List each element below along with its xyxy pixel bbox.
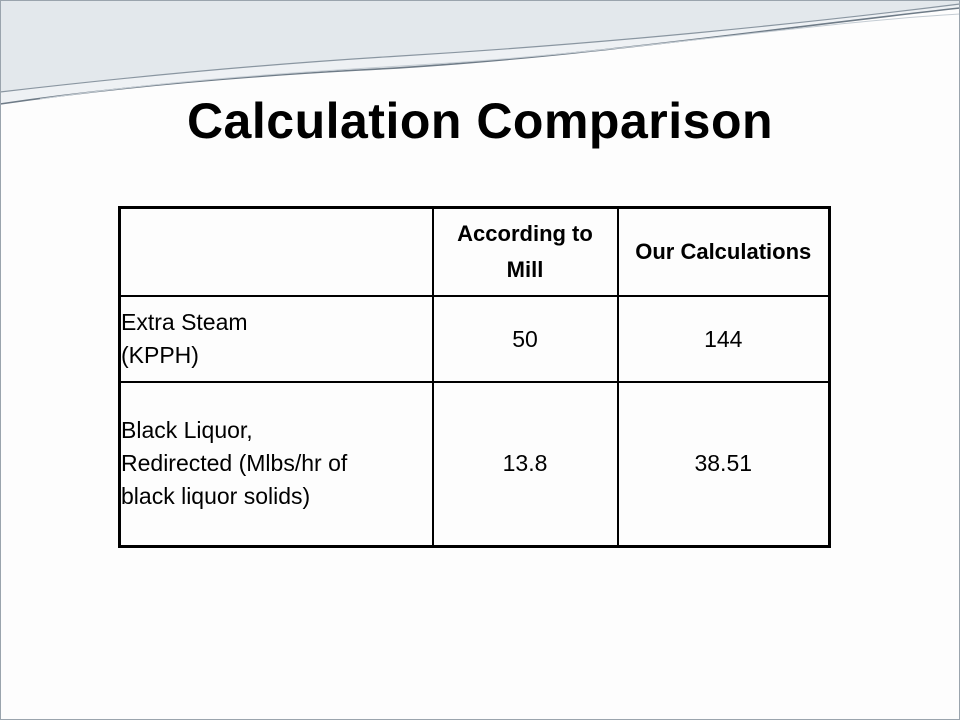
row-label-black-liquor: Black Liquor, Redirected (Mlbs/hr of bla…: [118, 381, 434, 547]
cell-ours-extra-steam: 144: [616, 295, 831, 383]
cell-mill-black-liquor: 13.8: [431, 381, 619, 547]
row-label-text: Black Liquor, Redirected (Mlbs/hr of bla…: [121, 417, 348, 510]
row-label-extra-steam: Extra Steam (KPPH): [118, 295, 434, 383]
header-label-according-to-mill: According to Mill: [457, 221, 593, 282]
header-label-our-calculations: Our Calculations: [635, 239, 812, 264]
table-row: Extra Steam (KPPH) 50 144: [118, 295, 831, 383]
cell-ours-black-liquor: 38.51: [616, 381, 831, 547]
comparison-table: According to Mill Our Calculations Extra…: [118, 206, 831, 548]
cell-mill-extra-steam: 50: [431, 295, 619, 383]
header-swoosh-decoration: [0, 0, 960, 105]
table-header-row: According to Mill Our Calculations: [118, 206, 831, 297]
header-cell-empty: [118, 206, 434, 297]
row-label-text: Extra Steam (KPPH): [121, 309, 248, 368]
table-row: Black Liquor, Redirected (Mlbs/hr of bla…: [118, 381, 831, 547]
slide-title: Calculation Comparison: [186, 93, 774, 149]
header-cell-according-to-mill: According to Mill: [431, 206, 619, 297]
header-cell-our-calculations: Our Calculations: [616, 206, 831, 297]
